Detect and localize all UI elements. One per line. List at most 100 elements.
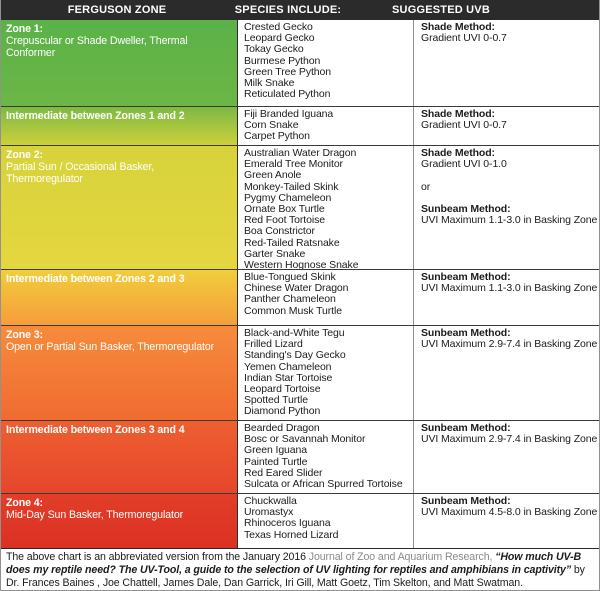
species-cell: Blue-Tongued Skink Chinese Water Dragon … [238,270,414,325]
species-item: Fiji Branded Iguana [244,108,334,120]
species-cell: Fiji Branded Iguana Corn Snake Carpet Py… [238,107,414,145]
species-item: Green Tree Python [244,65,332,78]
uvb-or-label: or [421,180,431,193]
zone-title: Intermediate between Zones 1 and 2 [6,110,185,122]
species-item: Diamond Python [244,405,321,418]
species-item: Red Foot Tortoise [244,214,325,227]
uvb-method-label: Sunbeam Method: [421,327,511,339]
footer-note: The above chart is an abbreviated versio… [1,549,599,590]
species-item: Ornate Box Turtle [244,203,325,216]
header-suggested-uvb: SUGGESTED UVB [392,4,490,16]
species-item: Green Anole [244,169,302,182]
species-item: Spotted Turtle [244,394,308,407]
zone-description: Crepuscular or Shade Dweller, Thermal Co… [6,35,188,59]
species-cell: Crested Gecko Leopard Gecko Tokay Gecko … [238,20,414,106]
zone-cell: Intermediate between Zones 1 and 2 [1,107,238,145]
species-item: Bearded Dragon [244,422,320,434]
zone-description: Mid-Day Sun Basker, Thermoregulator [6,509,184,521]
species-item: Panther Chameleon [244,293,336,306]
species-item: Blue-Tongued Skink [244,271,336,283]
footer-authors: by Dr. Frances Baines , Joe Chattell, Ja… [6,563,585,589]
zone-cell: Intermediate between Zones 2 and 3 [1,270,238,325]
species-cell: Australian Water Dragon Emerald Tree Mon… [238,146,414,269]
species-item: Bosc or Savannah Monitor [244,433,366,446]
uvb-method-label: Shade Method: [421,147,495,159]
species-item: Western Hognose Snake [244,259,359,269]
species-item: Indian Star Tortoise [244,371,333,384]
uvb-cell: Sunbeam Method: UVI Maximum 2.9-7.4 in B… [414,326,599,420]
species-cell: Bearded Dragon Bosc or Savannah Monitor … [238,421,414,493]
species-item: Texas Horned Lizard [244,528,339,541]
zone-title: Zone 1: [6,23,43,35]
species-item: Sulcata or African Spurred Tortoise [244,478,403,491]
species-item: Chinese Water Dragon [244,282,349,295]
zone-description: Partial Sun / Occasional Basker, Thermor… [6,161,155,185]
zone-cell: Zone 1: Crepuscular or Shade Dweller, Th… [1,20,238,106]
species-item: Black-and-White Tegu [244,327,345,339]
zone-table: Zone 1: Crepuscular or Shade Dweller, Th… [1,20,599,549]
uvb-cell: Shade Method: Gradient UVI 0-1.0 or Sunb… [414,146,599,269]
uvb-method-label: Sunbeam Method: [421,271,511,283]
uvb-method-label: Shade Method: [421,108,495,120]
species-item: Yemen Chameleon [244,360,332,373]
table-row: Zone 4: Mid-Day Sun Basker, Thermoregula… [1,493,599,548]
header-ferguson-zone: FERGUSON ZONE [67,4,167,16]
uvb-cell: Shade Method: Gradient UVI 0-0.7 [414,107,599,145]
uvb-cell: Sunbeam Method: UVI Maximum 1.1-3.0 in B… [414,270,599,325]
zone-title: Zone 4: [6,497,43,509]
zone-cell: Intermediate between Zones 3 and 4 [1,421,238,493]
uvb-value: Gradient UVI 0-0.7 [421,32,507,45]
uvb-value: UVI Maximum 1.1-3.0 in Basking Zone [421,282,598,295]
zone-title: Zone 2: [6,149,43,161]
zone-title: Zone 3: [6,329,43,341]
species-item: Green Iguana [244,444,308,457]
table-row: Intermediate between Zones 2 and 3 Blue-… [1,269,599,325]
species-item: Common Musk Turtle [244,304,342,317]
uvb-value: UVI Maximum 4.5-8.0 in Basking Zone [421,506,598,519]
species-item: Boa Constrictor [244,225,315,238]
uvb-cell: Shade Method: Gradient UVI 0-0.7 [414,20,599,106]
species-item: Carpet Python [244,130,310,143]
uvb-spacer [421,170,595,181]
species-item: Painted Turtle [244,455,308,468]
header-species-include: SPECIES INCLUDE: [234,4,342,16]
table-header: FERGUSON ZONE SPECIES INCLUDE: SUGGESTED… [1,0,599,20]
species-cell: Black-and-White Tegu Frilled Lizard Stan… [238,326,414,420]
species-item: Australian Water Dragon [244,147,357,159]
species-item: Red Eared Slider [244,466,323,479]
species-item: Burmese Python [244,54,321,67]
table-row: Intermediate between Zones 1 and 2 Fiji … [1,106,599,145]
species-item: Leopard Tortoise [244,383,321,396]
footer-text-intro: The above chart is an abbreviated versio… [6,551,309,563]
species-item: Leopard Gecko [244,32,315,45]
species-item: Milk Snake [244,77,295,90]
species-item: Uromastyx [244,506,294,519]
species-item: Chuckwalla [244,495,297,507]
table-row: Intermediate between Zones 3 and 4 Beard… [1,420,599,493]
species-cell: Chuckwalla Uromastyx Rhinoceros Iguana T… [238,494,414,548]
uvb-value: UVI Maximum 2.9-7.4 in Basking Zone [421,433,598,446]
table-row: Zone 1: Crepuscular or Shade Dweller, Th… [1,20,599,106]
table-row: Zone 3: Open or Partial Sun Basker, Ther… [1,325,599,420]
species-item: Emerald Tree Monitor [244,158,343,171]
uvb-value: Gradient UVI 0-1.0 [421,158,507,171]
species-item: Frilled Lizard [244,338,303,351]
table-row: Zone 2: Partial Sun / Occasional Basker,… [1,145,599,269]
uvb-method-label: Shade Method: [421,21,495,33]
uvb-cell: Sunbeam Method: UVI Maximum 4.5-8.0 in B… [414,494,599,548]
species-item: Standing's Day Gecko [244,349,346,362]
species-item: Corn Snake [244,119,299,132]
footer-journal-name: Journal of Zoo and Aquarium Research, [308,551,496,563]
zone-title: Intermediate between Zones 2 and 3 [6,273,185,285]
zone-cell: Zone 3: Open or Partial Sun Basker, Ther… [1,326,238,420]
species-item: Tokay Gecko [244,43,304,56]
species-item: Garter Snake [244,247,306,260]
species-item: Red-Tailed Ratsnake [244,236,340,249]
uvb-value: Gradient UVI 0-0.7 [421,119,507,132]
zone-cell: Zone 4: Mid-Day Sun Basker, Thermoregula… [1,494,238,548]
uvb-method-label: Sunbeam Method: [421,495,511,507]
uvb-value: UVI Maximum 2.9-7.4 in Basking Zone [421,338,598,351]
uvb-value: UVI Maximum 1.1-3.0 in Basking Zone [421,214,598,227]
uvb-cell: Sunbeam Method: UVI Maximum 2.9-7.4 in B… [414,421,599,493]
